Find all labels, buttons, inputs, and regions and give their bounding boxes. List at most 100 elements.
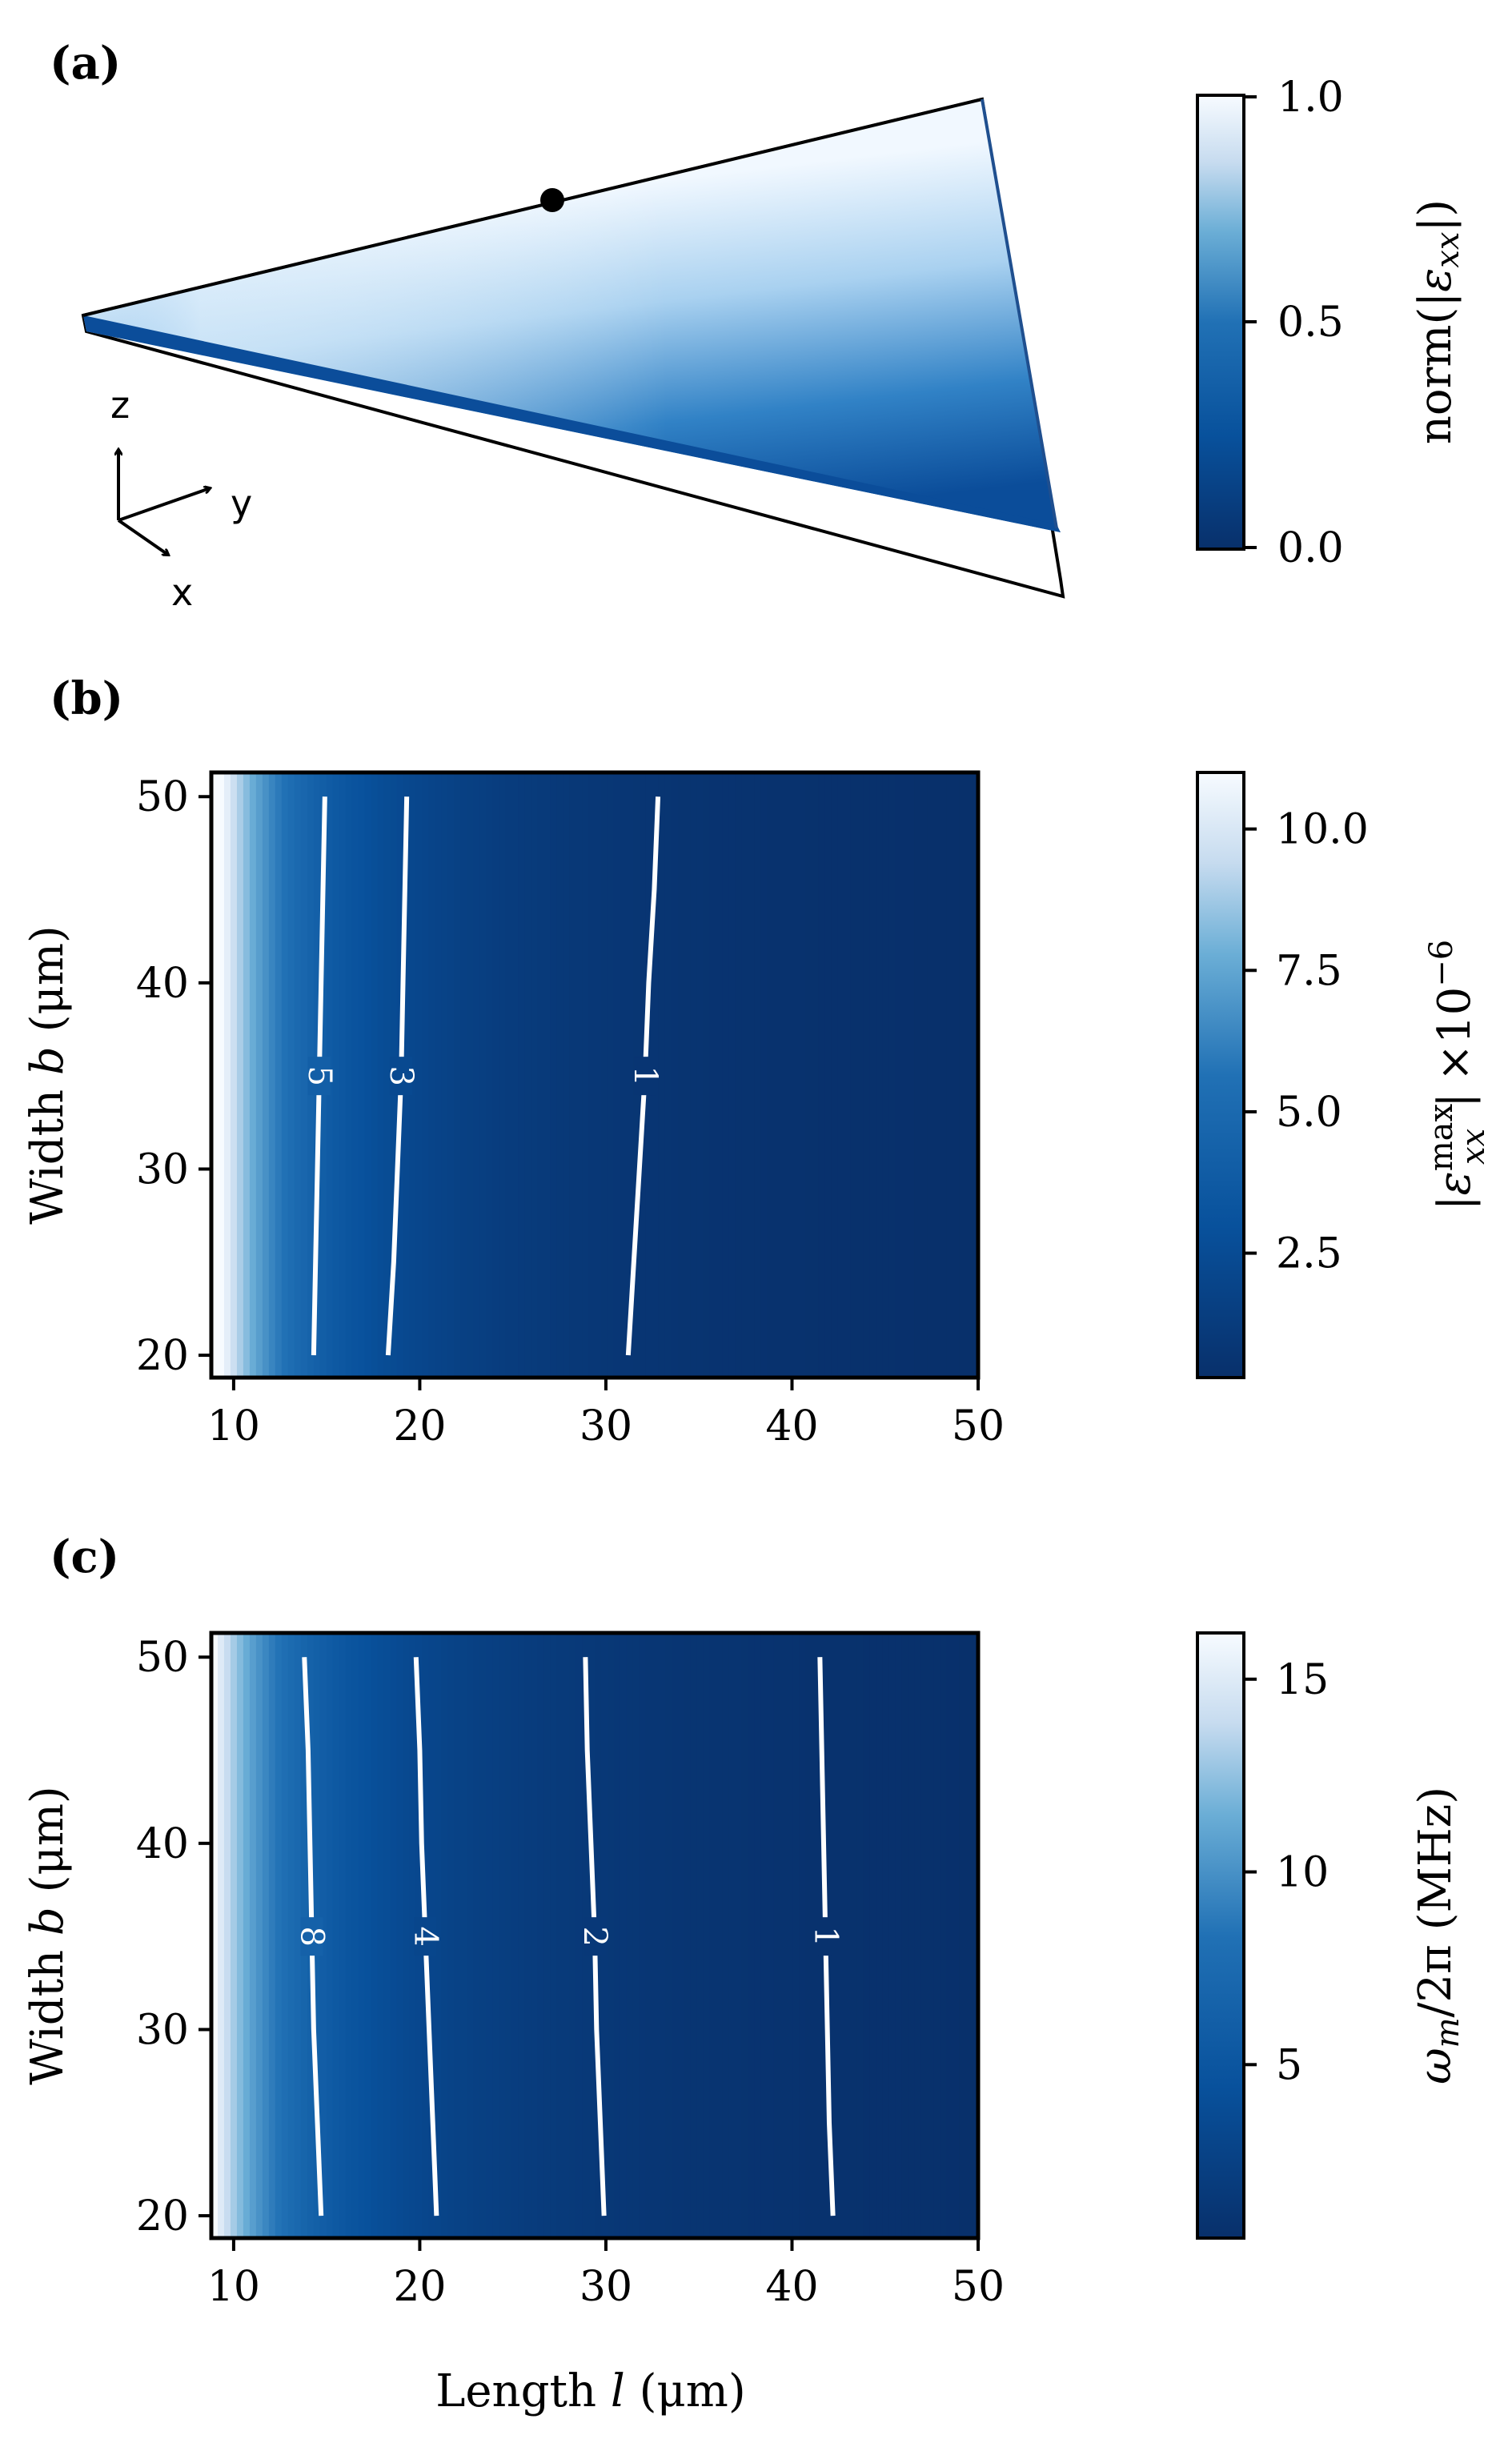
heatmap-cell [946, 1633, 954, 2238]
heatmap-cell [780, 1633, 788, 2238]
y-tick-label: 50 [136, 1634, 189, 1682]
y-tick-label: 20 [136, 2192, 189, 2240]
heatmap-cell [908, 772, 916, 1378]
heatmap-cell [351, 1633, 359, 2238]
heatmap-cell [856, 772, 864, 1378]
panel-c-xlabel: Length l (μm) [435, 2365, 746, 2417]
heatmap-cell [728, 1633, 736, 2238]
heatmap-cell [754, 772, 762, 1378]
colorbar-b: 2.5 5.0 7.5 10.0 |εmaxxx|×10−6 [1196, 771, 1492, 1379]
axes-b: 10 20 30 40 50 20 30 40 50 [136, 773, 1005, 1450]
heatmap-cell [409, 772, 417, 1378]
heatmap-cell [767, 772, 775, 1378]
heatmap-cell [537, 1633, 545, 2238]
heatmap-cell [422, 772, 430, 1378]
y-tick-label: 40 [136, 1820, 189, 1868]
heatmap-cell [550, 772, 558, 1378]
heatmap-cell [281, 1633, 289, 2238]
heatmap-cell [607, 1633, 615, 2238]
colorbar-tick-label: 5.0 [1276, 1089, 1342, 1137]
heatmap-cell [658, 1633, 666, 2238]
heatmap-cell [876, 772, 884, 1378]
heatmap-cell [850, 772, 858, 1378]
heatmap-cell [882, 772, 890, 1378]
heatmap-cell [664, 1633, 672, 2238]
heatmap-cell [441, 772, 449, 1378]
heatmap-cell [869, 1633, 877, 2238]
heatmap-cell [703, 1633, 711, 2238]
heatmap-cell [767, 1633, 775, 2238]
panel-c-label: (c) [50, 1530, 119, 1583]
heatmap-cell [722, 772, 730, 1378]
heatmap-cell [262, 1633, 270, 2238]
heatmap-cell [524, 772, 532, 1378]
heatmap-cell [479, 1633, 487, 2238]
heatmap-cell [773, 772, 781, 1378]
heatmap-cell [696, 772, 704, 1378]
heatmap-cell [690, 1633, 698, 2238]
contour-label: 5 [301, 1065, 338, 1085]
heatmap-cell [690, 772, 698, 1378]
heatmap-cell [696, 1633, 704, 2238]
heatmap-cell [888, 772, 896, 1378]
contour-label-gap [633, 1057, 656, 1096]
heatmap-cell [243, 1633, 251, 2238]
heatmap-cell [972, 772, 979, 1378]
contour-label: 8 [294, 1926, 331, 1946]
contour-label: 4 [407, 1926, 443, 1946]
heatmap-cell [741, 772, 749, 1378]
heatmap-cell [927, 772, 935, 1378]
heatmap-cell [275, 1633, 283, 2238]
heatmap-cell [435, 772, 443, 1378]
heatmap-cell [268, 1633, 276, 2238]
heatmap-cell [716, 1633, 724, 2238]
panel-c-ylabel: Width b (μm) [22, 1786, 74, 2085]
heatmap-cell [211, 772, 219, 1378]
colorbar-a-tick-label: 1.0 [1277, 74, 1344, 122]
heatmap-cell [563, 772, 571, 1378]
heatmap-cell [473, 772, 481, 1378]
heatmap-cell [255, 1633, 263, 2238]
heatmap-cell [447, 772, 455, 1378]
heatmap-cell [786, 1633, 794, 2238]
heatmap-cell [595, 772, 602, 1378]
heatmap-cell [294, 772, 302, 1378]
heatmap-cell [607, 772, 615, 1378]
heatmap-cell [230, 772, 238, 1378]
heatmap-cell [940, 772, 948, 1378]
panel-a-label: (a) [50, 37, 121, 90]
heatmap-cell [600, 772, 608, 1378]
heatmap-cell [639, 1633, 647, 2238]
heatmap-cell [863, 772, 871, 1378]
contour-label: 2 [576, 1926, 613, 1946]
heatmap-cell [831, 772, 839, 1378]
heatmap-cell [709, 1633, 717, 2238]
panel-c: (c) 8 4 2 1 10 20 30 40 50 20 30 40 50 Width b (μm)… [22, 1530, 1466, 2417]
heatmap-cell [217, 772, 225, 1378]
panel-b-ylabel: Width b (μm) [22, 925, 74, 1225]
plot-c-frame [209, 1631, 981, 2240]
x-tick-label: 10 [207, 2263, 260, 2311]
colorbar-tick-label: 7.5 [1276, 947, 1342, 995]
heatmap-cell [888, 1633, 896, 2238]
heatmap-cell [236, 772, 244, 1378]
heatmap-cell [435, 1633, 443, 2238]
heatmap-cell [339, 1633, 347, 2238]
x-tick-label: 20 [393, 2263, 446, 2311]
heatmap-cell [383, 772, 391, 1378]
colorbar-c-gradient [1196, 1631, 1245, 2240]
heatmap-cell [959, 1633, 967, 2238]
x-tick-label: 30 [580, 1402, 632, 1450]
heatmap-cell [972, 1633, 979, 2238]
colorbar-b-label: |εmaxxx|×10−6 [1423, 940, 1492, 1210]
heatmap-cell [479, 772, 487, 1378]
cantilever-top-edge [82, 98, 983, 317]
heatmap-cell [377, 772, 385, 1378]
heatmap-cell [799, 772, 807, 1378]
heatmap-cell [454, 1633, 462, 2238]
heatmap-cell [473, 1633, 481, 2238]
heatmap-cell [645, 1633, 653, 2238]
heatmap-cell [576, 772, 584, 1378]
heatmap-cell [518, 1633, 526, 2238]
heatmap-cell [901, 1633, 909, 2238]
